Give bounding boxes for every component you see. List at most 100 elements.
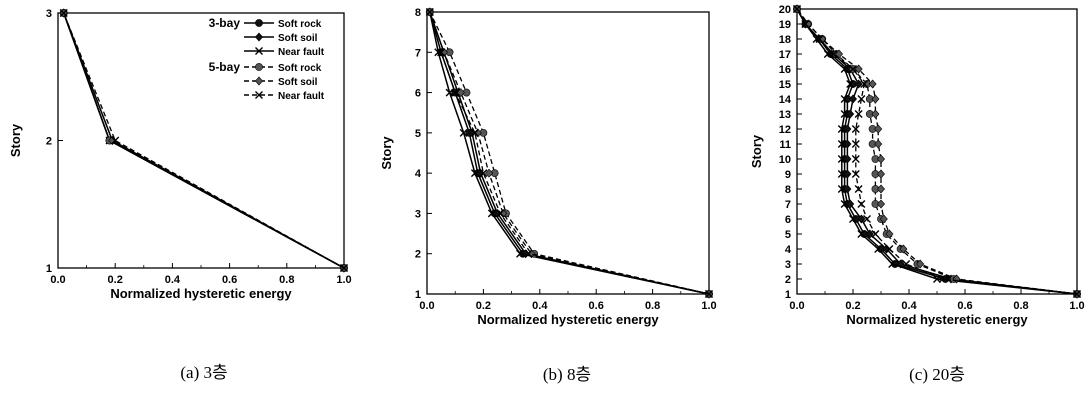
data-point: [705, 290, 713, 298]
data-point: [863, 215, 871, 223]
data-point: [837, 155, 846, 163]
data-point: [843, 184, 852, 194]
legend-entry: Soft soil: [278, 77, 318, 88]
x-tick-label: 0.8: [279, 274, 294, 286]
data-point: [1073, 290, 1081, 298]
x-tick-label: 0.4: [901, 300, 917, 312]
series-line: [429, 11, 710, 295]
y-axis-title: Story: [749, 134, 764, 168]
y-tick-label: 7: [785, 199, 791, 211]
y-tick-label: 2: [46, 136, 52, 148]
y-tick-label: 1: [785, 289, 791, 301]
data-point: [851, 125, 860, 133]
data-point: [843, 139, 852, 149]
x-axis-title: Normalized hysteretic energy: [477, 312, 659, 327]
y-tick-label: 5: [785, 229, 791, 241]
data-point: [857, 214, 866, 224]
y-tick-label: 11: [779, 139, 791, 151]
legend-group-label: 5-bay: [209, 60, 241, 74]
data-point: [470, 169, 479, 178]
y-axis-title: Story: [8, 123, 23, 157]
legend-entry: Near fault: [278, 91, 325, 102]
data-point: [255, 63, 263, 71]
legend-entry: Soft soil: [278, 33, 318, 44]
series: [59, 9, 348, 272]
series-line: [63, 12, 345, 269]
series-line: [429, 11, 710, 295]
data-point: [846, 80, 855, 88]
y-tick-label: 17: [779, 49, 791, 61]
data-point: [871, 230, 880, 238]
x-tick-label: 0.6: [589, 300, 604, 312]
data-point: [885, 245, 894, 253]
data-point: [485, 168, 494, 178]
data-point: [254, 32, 264, 42]
x-tick-label: 0.0: [419, 300, 434, 312]
data-point: [524, 249, 533, 258]
series: [792, 4, 1082, 299]
y-tick-label: 13: [779, 109, 791, 121]
series-line: [429, 11, 710, 295]
series: [793, 5, 1081, 298]
data-point: [848, 94, 858, 104]
data-point: [854, 79, 863, 89]
data-point: [874, 124, 883, 134]
data-point: [902, 260, 911, 268]
data-point: [255, 91, 263, 99]
data-point: [829, 50, 838, 58]
data-point: [840, 200, 849, 208]
data-point: [843, 169, 852, 179]
data-point: [255, 47, 263, 55]
chart-panel: 0.0 0.2 0.4 0.6 0.8 1.0 1 2 3 4 5 6 7 8 Normalized hys…: [379, 7, 717, 384]
series: [792, 4, 1082, 299]
y-tick-label: 4: [785, 244, 792, 256]
y-tick-label: 3: [46, 8, 52, 20]
data-point: [487, 209, 496, 218]
legend-entry: Soft rock: [278, 63, 322, 74]
data-point: [846, 109, 855, 119]
chart-panel: 0.0 0.2 0.4 0.6 0.8 1.0 1 2 3 Normalized hysteret…: [8, 8, 352, 382]
series-line: [429, 11, 710, 295]
x-tick-label: 0.4: [532, 300, 548, 312]
y-tick-label: 3: [785, 259, 791, 271]
data-point: [111, 136, 120, 145]
data-point: [837, 185, 846, 193]
data-point: [851, 170, 860, 178]
y-tick-label: 18: [779, 34, 791, 46]
data-point: [340, 264, 348, 272]
y-tick-label: 6: [785, 214, 791, 226]
y-tick-label: 10: [779, 154, 791, 166]
y-tick-label: 5: [415, 128, 421, 140]
y-tick-label: 1: [415, 289, 421, 301]
data-point: [854, 64, 863, 74]
series: [425, 8, 713, 298]
series-line: [796, 8, 1078, 295]
data-point: [840, 95, 849, 103]
y-tick-label: 16: [779, 64, 791, 76]
data-point: [885, 229, 894, 239]
y-tick-label: 20: [779, 4, 791, 16]
data-point: [59, 9, 68, 17]
y-axis-title: Story: [379, 136, 394, 170]
x-tick-label: 1.0: [1069, 300, 1084, 312]
data-point: [849, 215, 857, 223]
data-point: [865, 229, 874, 239]
y-tick-label: 15: [779, 79, 791, 91]
x-tick-label: 0.2: [108, 274, 123, 286]
data-point: [843, 154, 852, 164]
data-point: [451, 88, 460, 97]
y-tick-label: 2: [785, 274, 791, 286]
panel-caption: (a) 3층: [180, 363, 227, 382]
data-point: [876, 169, 886, 179]
series: [793, 5, 1081, 298]
data-point: [815, 35, 824, 43]
x-tick-label: 0.8: [1013, 300, 1028, 312]
data-point: [854, 185, 863, 193]
data-point: [851, 155, 860, 163]
series-line: [429, 11, 710, 295]
x-tick-label: 0.8: [645, 300, 660, 312]
x-tick-label: 0.6: [222, 274, 237, 286]
x-tick-label: 1.0: [701, 300, 716, 312]
